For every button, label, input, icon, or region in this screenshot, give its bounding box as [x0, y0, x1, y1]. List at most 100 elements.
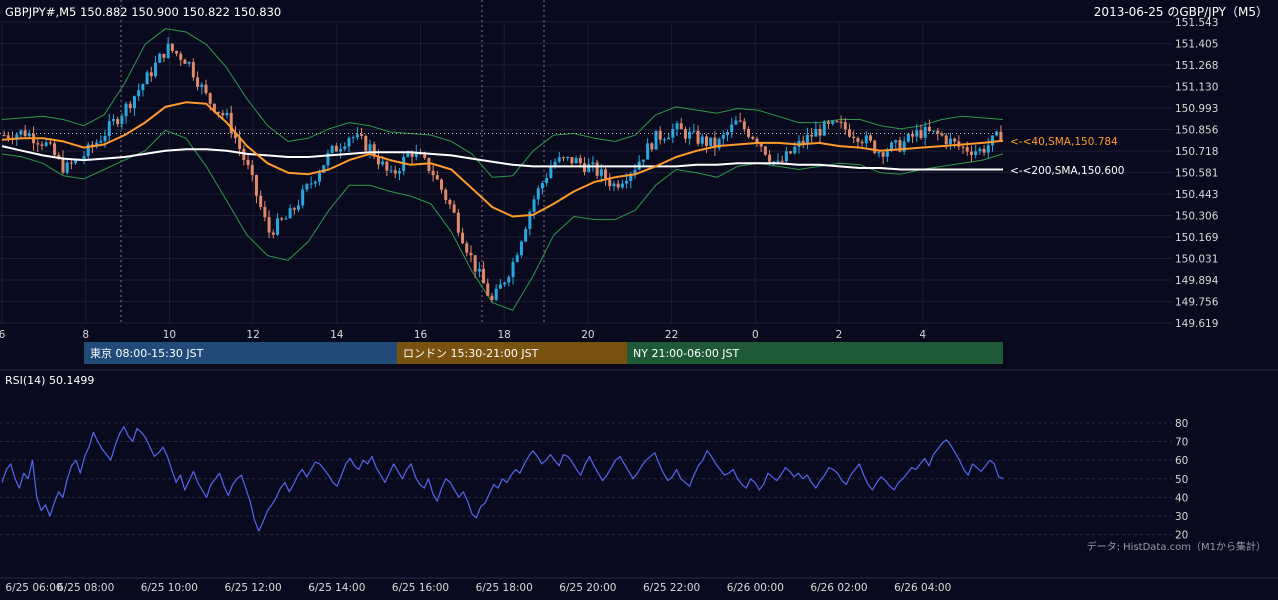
candle-down	[170, 43, 174, 51]
candle-down	[204, 84, 208, 94]
hour-tick-label: 2	[836, 329, 843, 341]
candle-up	[784, 151, 788, 162]
data-source-note: データ: HistData.com（M1から集計）	[1087, 540, 1266, 553]
hour-tick-label: 10	[163, 329, 176, 341]
candle-up	[414, 152, 418, 157]
candle-up	[397, 171, 401, 174]
session-ny-label: NY 21:00-06:00 JST	[633, 347, 740, 360]
candle-up	[351, 137, 355, 139]
candle-up	[831, 121, 835, 124]
price-tick-label: 149.894	[1175, 275, 1219, 287]
rsi-tick-label: 40	[1175, 492, 1188, 504]
candle-down	[911, 133, 915, 137]
candle-up	[620, 183, 624, 188]
rsi-tick-label: 70	[1175, 437, 1188, 449]
candle-up	[540, 183, 544, 189]
candle-up	[515, 255, 519, 262]
candle-down	[263, 207, 267, 218]
price-tick-label: 149.619	[1175, 318, 1218, 330]
candle-up	[297, 205, 301, 210]
candle-down	[444, 189, 448, 200]
candle-down	[969, 151, 973, 155]
candle-down	[881, 152, 885, 157]
candle-down	[482, 268, 486, 284]
candle-up	[654, 130, 658, 150]
price-tick-label: 151.405	[1175, 39, 1218, 51]
candle-up	[524, 228, 528, 242]
candle-down	[608, 179, 612, 187]
candle-down	[940, 133, 944, 136]
candle-down	[486, 283, 490, 296]
candle-up	[74, 159, 78, 164]
candle-up	[721, 134, 725, 139]
candle-down	[826, 122, 830, 124]
candle-up	[166, 43, 170, 58]
candle-down	[835, 121, 839, 123]
candle-down	[456, 212, 460, 233]
candle-up	[65, 162, 69, 173]
candle-down	[385, 161, 389, 171]
candle-down	[713, 137, 717, 149]
candle-down	[69, 162, 73, 164]
candle-down	[747, 129, 751, 137]
candle-down	[704, 136, 708, 146]
candle-down	[658, 130, 662, 140]
candle-up	[519, 241, 523, 256]
time-tick-label: 6/25 10:00	[141, 582, 198, 594]
candle-down	[751, 136, 755, 139]
rsi-tick-label: 50	[1175, 474, 1188, 486]
candle-down	[961, 146, 965, 148]
candle-down	[292, 208, 296, 210]
time-tick-label: 6/25 18:00	[476, 582, 533, 594]
candle-up	[275, 218, 279, 235]
candle-up	[477, 268, 481, 272]
rsi-line	[1, 426, 1004, 532]
candle-down	[271, 232, 275, 235]
candle-down	[873, 140, 877, 153]
candle-up	[974, 151, 978, 155]
candle-up	[646, 143, 650, 160]
candle-up	[132, 96, 136, 109]
candle-down	[334, 145, 338, 152]
candle-up	[381, 161, 385, 165]
candle-down	[936, 130, 940, 134]
hour-tick-label: 16	[414, 329, 428, 341]
candle-down	[393, 170, 397, 174]
candle-down	[801, 140, 805, 144]
candle-up	[793, 146, 797, 154]
candle-up	[536, 188, 540, 200]
time-tick-label: 6/25 20:00	[559, 582, 616, 594]
moving-averages	[1, 101, 1004, 218]
candle-up	[355, 134, 359, 138]
candle-down	[217, 111, 221, 113]
chart-title: 2013-06-25 のGBP/JPY（M5）	[1094, 5, 1268, 19]
candle-up	[805, 134, 809, 144]
candle-down	[869, 135, 873, 141]
sma200-label: <-<200,SMA,150.600	[1010, 165, 1124, 177]
candle-down	[982, 148, 986, 153]
price-panel: 151.543 151.405 151.268 151.130 150.993 150.8…	[0, 0, 1268, 341]
candle-up	[95, 142, 99, 147]
bollinger-bands	[1, 28, 1004, 311]
candle-down	[570, 156, 574, 164]
price-tick-label: 150.031	[1175, 254, 1218, 266]
price-tick-label: 150.169	[1175, 232, 1218, 244]
candle-down	[6, 135, 10, 139]
candle-down	[36, 143, 40, 145]
candle-up	[498, 284, 502, 289]
time-tick-label: 6/25 14:00	[308, 582, 365, 594]
candle-down	[116, 119, 120, 125]
candle-up	[330, 145, 334, 153]
candle-up	[284, 218, 288, 220]
candle-down	[440, 179, 444, 190]
candle-down	[469, 252, 473, 256]
time-tick-label: 6/25 08:00	[57, 582, 114, 594]
candle-down	[242, 148, 246, 160]
candle-down	[847, 129, 851, 137]
candle-down	[898, 140, 902, 152]
candle-up	[948, 138, 952, 145]
candle-up	[587, 164, 591, 172]
candle-down	[376, 156, 380, 165]
candle-down	[738, 120, 742, 122]
